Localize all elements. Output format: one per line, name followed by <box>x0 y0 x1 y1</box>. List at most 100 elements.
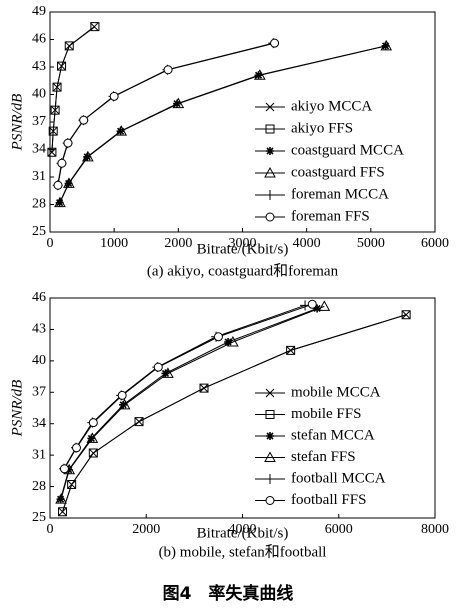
marker <box>54 196 66 208</box>
series-line <box>60 305 325 500</box>
marker <box>64 41 74 51</box>
y-tick-label: 25 <box>32 510 46 525</box>
marker <box>50 105 60 115</box>
marker <box>265 102 275 112</box>
marker <box>265 124 275 134</box>
marker <box>163 65 173 75</box>
marker <box>88 418 98 428</box>
marker <box>265 474 275 484</box>
series-line <box>64 303 313 470</box>
series-line <box>63 304 306 470</box>
series-line <box>62 314 407 512</box>
marker <box>53 180 63 190</box>
y-tick-label: 40 <box>32 87 46 102</box>
x-tick-label: 6000 <box>421 236 449 251</box>
y-tick-label: 28 <box>32 479 46 494</box>
marker <box>119 400 128 409</box>
legend-label: coastguard FFS <box>291 164 385 180</box>
marker <box>264 451 276 462</box>
marker <box>173 99 182 108</box>
series-line <box>57 42 275 186</box>
marker <box>58 507 67 517</box>
y-tick-label: 34 <box>32 416 46 431</box>
marker <box>90 22 100 32</box>
y-tick-label: 31 <box>32 169 46 184</box>
series-line <box>51 26 96 153</box>
y-tick-label: 46 <box>32 290 46 305</box>
marker <box>117 390 127 400</box>
x-tick-label: 8000 <box>421 522 449 537</box>
x-axis-label: Bitrate/(Kbit/s) <box>197 241 289 257</box>
marker <box>153 362 163 372</box>
legend-label: mobile FFS <box>291 406 361 422</box>
legend-label: akiyo MCCA <box>291 98 372 114</box>
marker <box>83 152 92 161</box>
marker <box>52 82 62 92</box>
y-tick-label: 37 <box>32 114 46 129</box>
marker <box>88 448 98 458</box>
marker <box>253 69 266 80</box>
x-tick-label: 2000 <box>132 522 160 537</box>
series-line <box>57 42 274 186</box>
legend-label: football FFS <box>291 492 366 508</box>
marker <box>118 398 131 410</box>
marker <box>57 158 67 168</box>
y-tick-label: 43 <box>32 322 46 337</box>
x-tick-label: 4000 <box>293 236 321 251</box>
marker <box>199 383 209 393</box>
marker <box>380 39 393 51</box>
marker <box>313 304 322 313</box>
series-line <box>59 45 387 203</box>
y-tick-label: 49 <box>32 4 46 19</box>
marker <box>265 496 275 505</box>
marker <box>55 493 67 504</box>
marker <box>115 125 128 136</box>
marker <box>57 61 67 71</box>
marker <box>71 443 81 453</box>
series-line <box>60 308 318 500</box>
marker <box>172 97 185 109</box>
marker <box>265 190 275 200</box>
legend-label: akiyo FFS <box>291 120 353 136</box>
x-tick-label: 6000 <box>325 522 353 537</box>
marker <box>266 147 274 155</box>
marker <box>266 432 274 440</box>
legend-label: stefan FFS <box>291 449 356 465</box>
y-tick-label: 34 <box>32 142 46 157</box>
legend-label: football MCCA <box>291 470 386 486</box>
marker <box>79 115 89 125</box>
x-tick-label: 5000 <box>357 236 385 251</box>
x-tick-label: 0 <box>47 236 54 251</box>
x-tick-label: 1000 <box>100 236 128 251</box>
marker <box>224 338 233 346</box>
subplot-caption: (b) mobile, stefan和football <box>159 543 327 560</box>
y-tick-label: 40 <box>32 353 46 368</box>
marker <box>162 367 174 378</box>
x-tick-label: 4000 <box>229 522 257 537</box>
marker <box>286 345 296 355</box>
x-tick-label: 2000 <box>164 236 192 251</box>
x-tick-label: 0 <box>47 522 54 537</box>
marker <box>265 388 275 398</box>
y-tick-label: 37 <box>32 385 46 400</box>
legend-label: stefan MCCA <box>291 427 375 443</box>
marker <box>318 300 331 311</box>
marker <box>56 495 65 504</box>
y-tick-label: 43 <box>32 59 46 74</box>
marker <box>58 507 68 517</box>
x-axis-label: Bitrate/(Kbit/s) <box>197 525 289 541</box>
marker <box>265 212 275 222</box>
legend-label: coastguard MCCA <box>291 142 404 158</box>
marker <box>109 91 119 101</box>
marker <box>213 332 223 342</box>
marker <box>401 310 411 320</box>
marker <box>307 299 317 309</box>
marker <box>63 138 73 148</box>
marker <box>59 464 69 474</box>
legend-label: foreman MCCA <box>291 186 389 202</box>
marker <box>270 38 280 48</box>
legend-label: foreman FFS <box>291 208 370 224</box>
subplot-caption: (a) akiyo, coastguard和foreman <box>147 262 339 279</box>
marker <box>265 410 275 419</box>
